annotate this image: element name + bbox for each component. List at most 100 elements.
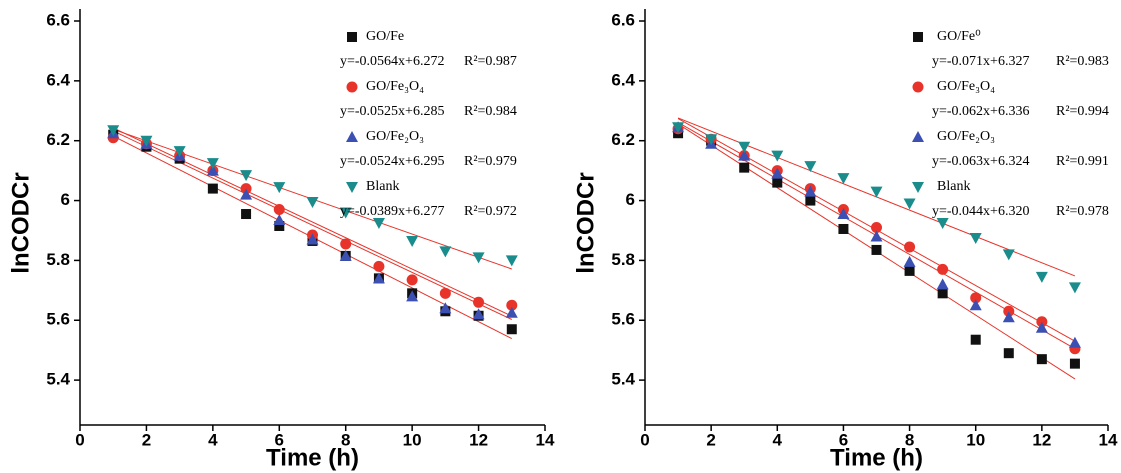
y-tick-label: 5.4 (611, 370, 635, 389)
point (1003, 348, 1014, 359)
x-tick-label: 4 (208, 430, 218, 449)
point (207, 183, 218, 194)
point (439, 287, 451, 299)
y-tick-label: 5.6 (611, 310, 635, 329)
x-tick-label: 12 (469, 430, 488, 449)
point (472, 252, 485, 264)
fit-r2: R²=0.978 (1056, 204, 1109, 219)
point (738, 149, 751, 161)
legend-label: GO/Fe₂O₃ (937, 129, 995, 144)
x-tick-label: 6 (839, 430, 848, 449)
x-tick-label: 10 (966, 430, 985, 449)
legend-marker (346, 131, 358, 142)
point (672, 122, 685, 134)
point (870, 230, 883, 242)
point (936, 278, 949, 290)
legend-marker (912, 131, 924, 142)
point (306, 197, 319, 209)
point (439, 246, 452, 258)
point (771, 167, 784, 179)
point (837, 173, 850, 185)
fit-r2: R²=0.987 (464, 54, 517, 69)
point (273, 214, 286, 226)
point (241, 209, 252, 220)
point (904, 265, 915, 276)
y-tick-label: 5.8 (611, 250, 635, 269)
legend-label: Blank (366, 179, 399, 194)
legend-label: GO/Fe⁰ (937, 29, 981, 44)
point (140, 135, 153, 147)
point (1068, 336, 1081, 348)
point (838, 223, 849, 234)
point (206, 164, 219, 176)
x-tick-label: 14 (536, 430, 555, 449)
legend-marker (913, 32, 923, 42)
fit-equation: y=-0.0524x+6.295 (340, 154, 444, 169)
point (705, 134, 718, 146)
point (306, 233, 319, 245)
point (339, 249, 352, 261)
point (472, 308, 485, 320)
fit-equation: y=-0.0564x+6.272 (340, 54, 444, 69)
point (339, 207, 352, 219)
x-tick-label: 8 (341, 430, 350, 449)
y-tick-label: 6.6 (611, 10, 635, 29)
y-tick-label: 6.4 (46, 70, 70, 89)
fit-equation: y=-0.063x+6.324 (932, 154, 1029, 169)
point (1069, 358, 1080, 369)
y-axis-label: lnCODCr (7, 172, 34, 273)
point (1035, 271, 1048, 283)
point (937, 263, 949, 275)
x-tick-label: 10 (403, 430, 422, 449)
legend-label: GO/Fe₃O₄ (937, 79, 995, 94)
legend-label: GO/Fe₃O₄ (366, 79, 424, 94)
point (805, 195, 816, 206)
point (870, 186, 883, 198)
point (1002, 311, 1015, 323)
point (738, 141, 751, 153)
x-tick-label: 6 (275, 430, 284, 449)
y-tick-label: 5.8 (46, 250, 70, 269)
y-tick-label: 6 (61, 190, 70, 209)
point (340, 238, 352, 250)
fit-line (113, 130, 512, 320)
fit-r2: R²=0.979 (464, 154, 517, 169)
fit-equation: y=-0.071x+6.327 (932, 54, 1029, 69)
point (804, 185, 817, 197)
point (936, 218, 949, 229)
y-axis-label: lnCODCr (572, 172, 599, 273)
point (772, 177, 783, 188)
point (473, 296, 485, 308)
legend-marker (346, 182, 358, 193)
point (273, 182, 286, 194)
y-tick-label: 5.6 (46, 310, 70, 329)
legend-label: GO/Fe₂O₃ (366, 129, 424, 144)
y-tick-label: 6.2 (46, 130, 70, 149)
point (505, 255, 518, 267)
point (903, 198, 916, 210)
point (173, 146, 186, 158)
point (970, 292, 982, 304)
x-tick-label: 12 (1032, 430, 1051, 449)
point (871, 221, 882, 233)
point (903, 255, 916, 267)
fit-equation: y=-0.044x+6.320 (932, 204, 1029, 219)
legend-marker (912, 81, 924, 93)
point (1068, 282, 1081, 294)
point (372, 272, 385, 284)
fit-equation: y=-0.062x+6.336 (932, 104, 1029, 119)
x-tick-label: 2 (142, 430, 151, 449)
point (406, 235, 419, 247)
y-tick-label: 6.2 (611, 130, 635, 149)
y-tick-label: 6.6 (46, 10, 70, 29)
fit-line (113, 127, 512, 317)
point (372, 218, 385, 229)
point (107, 125, 120, 137)
point (240, 170, 253, 182)
y-tick-label: 5.4 (46, 370, 70, 389)
x-tick-label: 4 (773, 430, 783, 449)
point (804, 161, 817, 173)
fit-equation: y=-0.0525x+6.285 (340, 104, 444, 119)
x-tick-label: 8 (905, 430, 914, 449)
